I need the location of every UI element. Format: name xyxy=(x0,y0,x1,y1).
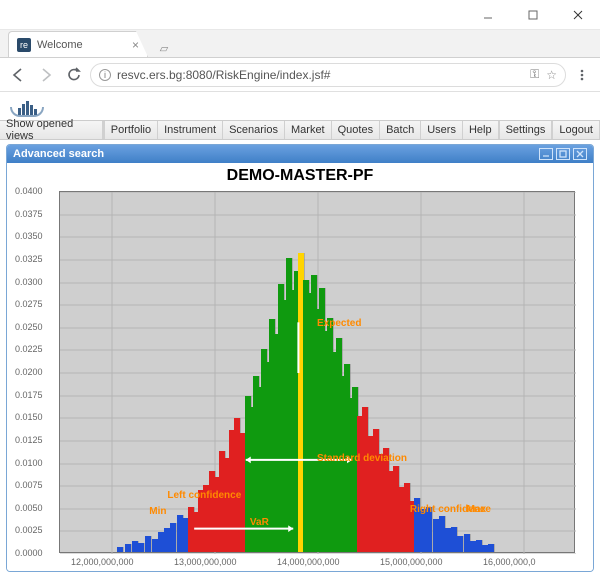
panel-title: Advanced search xyxy=(13,148,536,160)
menu-market[interactable]: Market xyxy=(285,121,332,139)
menu-batch[interactable]: Batch xyxy=(380,121,421,139)
chrome-menu-button[interactable] xyxy=(570,63,594,87)
y-tick-label: 0.0150 xyxy=(15,412,43,422)
tab-title: Welcome xyxy=(37,39,83,51)
chart-arrows xyxy=(60,192,576,554)
menu-users[interactable]: Users xyxy=(421,121,463,139)
y-tick-label: 0.0350 xyxy=(15,231,43,241)
logo-row xyxy=(0,92,600,120)
menu-instrument[interactable]: Instrument xyxy=(158,121,223,139)
y-tick-label: 0.0225 xyxy=(15,344,43,354)
menu-help[interactable]: Help xyxy=(463,121,499,139)
app-root: Show opened views PortfolioInstrumentSce… xyxy=(0,92,600,578)
chart-title: DEMO-MASTER-PF xyxy=(15,167,585,187)
chart-annotation: Max xyxy=(467,504,486,515)
x-tick-label: 13,000,000,000 xyxy=(174,557,237,567)
y-tick-label: 0.0200 xyxy=(15,367,43,377)
panel-container: Advanced search DEMO-MASTER-PF 0.0000 0.0… xyxy=(0,140,600,578)
browser-toolbar: i resvc.ers.bg:8080/RiskEngine/index.jsf… xyxy=(0,58,600,92)
app-menubar: Show opened views PortfolioInstrumentSce… xyxy=(0,120,600,140)
favicon-icon: re xyxy=(17,38,31,52)
show-opened-views-label: Show opened views xyxy=(6,118,96,142)
panel-maximize-icon[interactable] xyxy=(556,148,570,160)
y-tick-label: 0.0125 xyxy=(15,435,43,445)
back-button[interactable] xyxy=(6,63,30,87)
y-tick-label: 0.0375 xyxy=(15,209,43,219)
y-tick-label: 0.0400 xyxy=(15,186,43,196)
window-minimize-button[interactable] xyxy=(465,0,510,29)
url-text: resvc.ers.bg:8080/RiskEngine/index.jsf# xyxy=(117,68,524,82)
y-tick-label: 0.0250 xyxy=(15,322,43,332)
y-tick-label: 0.0175 xyxy=(15,390,43,400)
panel-minimize-icon[interactable] xyxy=(539,148,553,160)
chart-annotation: VaR xyxy=(250,517,269,528)
tab-close-icon[interactable]: × xyxy=(132,38,139,52)
y-tick-label: 0.0050 xyxy=(15,503,43,513)
window-maximize-button[interactable] xyxy=(510,0,555,29)
x-tick-label: 12,000,000,000 xyxy=(71,557,134,567)
address-bar[interactable]: i resvc.ers.bg:8080/RiskEngine/index.jsf… xyxy=(90,63,566,87)
y-tick-label: 0.0275 xyxy=(15,299,43,309)
site-info-icon[interactable]: i xyxy=(99,69,111,81)
menu-scenarios[interactable]: Scenarios xyxy=(223,121,285,139)
menu-settings[interactable]: Settings xyxy=(499,121,553,139)
forward-button[interactable] xyxy=(34,63,58,87)
y-tick-label: 0.0000 xyxy=(15,548,43,558)
x-tick-label: 14,000,000,000 xyxy=(277,557,340,567)
bookmark-star-icon[interactable]: ☆ xyxy=(546,68,557,82)
y-tick-label: 0.0300 xyxy=(15,277,43,287)
y-tick-label: 0.0100 xyxy=(15,458,43,468)
menu-quotes[interactable]: Quotes xyxy=(332,121,380,139)
browser-tabstrip: re Welcome × ▱ xyxy=(0,30,600,58)
chart-annotation: Min xyxy=(149,506,166,517)
y-tick-label: 0.0325 xyxy=(15,254,43,264)
app-logo-icon xyxy=(10,95,44,117)
new-tab-button[interactable]: ▱ xyxy=(154,39,174,57)
y-tick-label: 0.0075 xyxy=(15,480,43,490)
x-tick-label: 15,000,000,000 xyxy=(380,557,443,567)
menu-logout[interactable]: Logout xyxy=(552,121,600,139)
y-tick-label: 0.0025 xyxy=(15,525,43,535)
chart-plot xyxy=(59,191,575,553)
browser-tab-active[interactable]: re Welcome × xyxy=(8,31,148,57)
panel-header[interactable]: Advanced search xyxy=(7,145,593,163)
x-tick-label: 16,000,000,0 xyxy=(483,557,536,567)
titlebar-drag[interactable] xyxy=(0,0,465,29)
chart-annotation: Expected xyxy=(317,318,361,329)
show-opened-views-button[interactable]: Show opened views xyxy=(0,121,103,139)
advanced-search-panel: Advanced search DEMO-MASTER-PF 0.0000 0.0… xyxy=(6,144,594,572)
chart-annotation: Left confidence xyxy=(167,490,241,501)
menu-portfolio[interactable]: Portfolio xyxy=(105,121,158,139)
window-titlebar xyxy=(0,0,600,30)
chart-annotation: Standard deviation xyxy=(317,453,407,464)
window-close-button[interactable] xyxy=(555,0,600,29)
chart-area: DEMO-MASTER-PF 0.0000 0.0025 0.0050 0.0075 0… xyxy=(7,163,593,571)
saved-password-icon[interactable]: ⚿ xyxy=(530,67,540,82)
panel-close-icon[interactable] xyxy=(573,148,587,160)
reload-button[interactable] xyxy=(62,63,86,87)
